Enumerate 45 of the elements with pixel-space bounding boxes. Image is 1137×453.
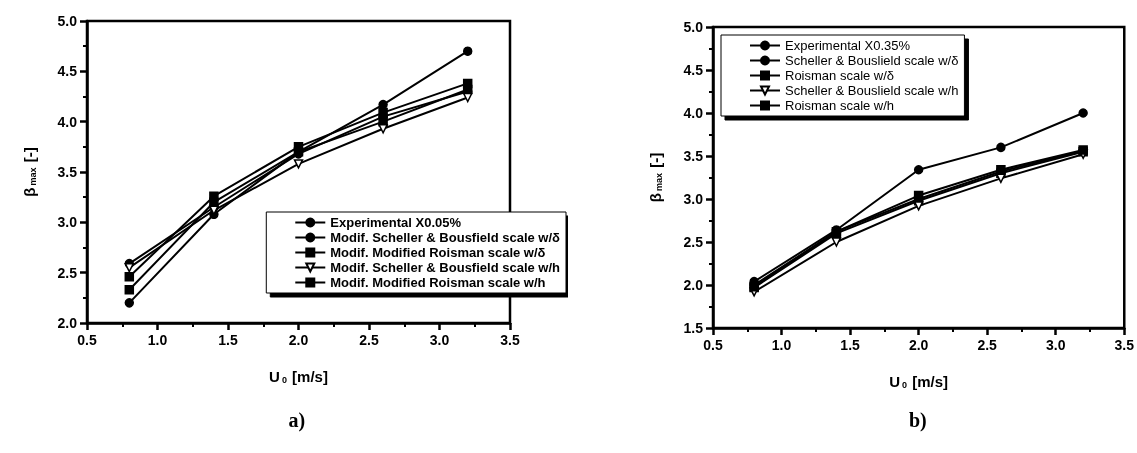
y-tick-label: 3.5	[57, 164, 78, 180]
x-tick-label: 1.5	[218, 332, 238, 348]
x-tick-label: 1.0	[147, 332, 168, 348]
legend-label: Experimental X0.35%	[785, 38, 911, 53]
x-tick-label: 2.5	[977, 337, 998, 353]
legend-label: Scheller & Bouslield scale w/δ	[785, 53, 959, 68]
legend-label: Experimental X0.05%	[330, 215, 462, 230]
y-tick-label: 2.5	[57, 264, 78, 281]
y-tick-label: 5.0	[57, 13, 78, 29]
x-tick-label: 2.0	[288, 332, 309, 348]
legend-label: Modif. Scheller & Bousfield scale w/δ	[330, 230, 561, 245]
legend-label: Modif. Modified Roisman scale w/h	[330, 275, 546, 290]
legend-label: Roisman scale w/δ	[785, 68, 895, 83]
y-tick-label: 4.5	[57, 63, 78, 80]
y-tick-label: 2.0	[57, 315, 78, 331]
y-axis-title: βmax [-]	[20, 147, 38, 197]
legend-label: Modif. Scheller & Bousfield scale w/h	[330, 260, 561, 275]
x-axis-title: U0 [m/s]	[889, 372, 949, 390]
y-tick-label: 1.5	[683, 320, 704, 336]
y-tick-label: 3.0	[683, 191, 704, 207]
y-tick-label: 4.0	[683, 105, 704, 121]
y-axis-title: βmax [-]	[646, 152, 664, 203]
x-tick-label: 2.0	[908, 337, 929, 353]
x-tick-label: 0.5	[703, 337, 723, 353]
y-tick-label: 4.0	[57, 113, 78, 130]
x-tick-label: 0.5	[77, 332, 97, 348]
y-tick-label: 4.5	[683, 62, 704, 78]
x-tick-label: 3.5	[1114, 337, 1135, 353]
text: b)	[909, 409, 927, 432]
legend-label: Modif. Modified Roisman scale w/δ	[330, 245, 546, 260]
legend-label: Scheller & Bouslield scale w/h	[785, 83, 959, 98]
x-tick-label: 3.0	[1045, 337, 1066, 353]
y-tick-label: 2.0	[683, 277, 704, 293]
x-tick-label: 3.0	[429, 332, 450, 348]
x-tick-label: 3.5	[500, 332, 520, 348]
x-tick-label: 2.5	[359, 332, 379, 348]
y-tick-label: 3.0	[57, 214, 78, 231]
x-axis-title: U0 [m/s]	[269, 367, 328, 385]
legend-label: Roisman scale w/h	[785, 98, 895, 113]
y-tick-label: 5.0	[683, 19, 704, 35]
y-tick-label: 3.5	[683, 148, 704, 164]
text: a)	[288, 409, 306, 432]
y-tick-label: 2.5	[683, 234, 704, 250]
x-tick-label: 1.0	[771, 337, 792, 353]
x-tick-label: 1.5	[840, 337, 861, 353]
